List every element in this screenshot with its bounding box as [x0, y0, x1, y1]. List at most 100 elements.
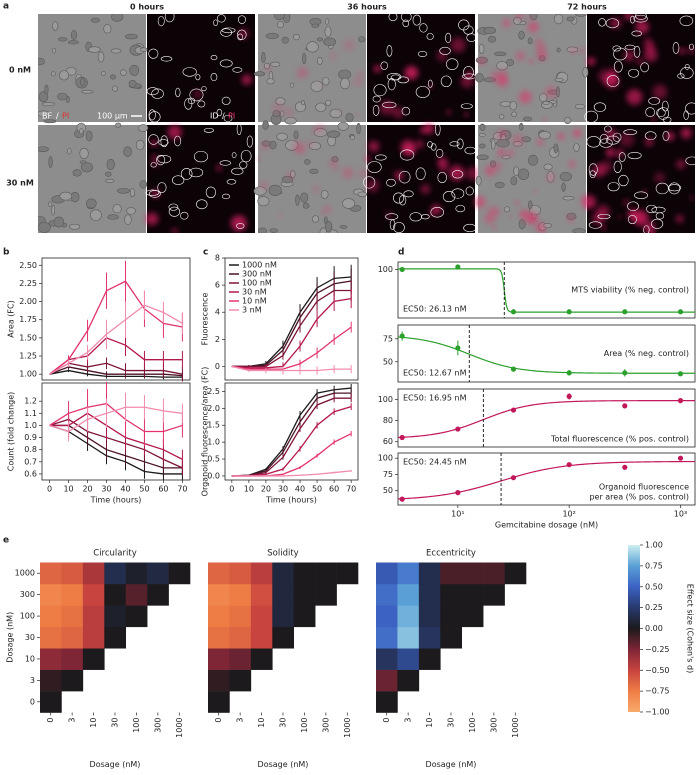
bf-cell: [112, 85, 118, 92]
heatmap-cell: [40, 605, 62, 628]
y-tick-label: 1.50: [19, 333, 37, 342]
bf-cell: [326, 130, 341, 138]
pi-glow-bf: [502, 18, 511, 28]
y-tick-label: 0.5: [207, 455, 220, 464]
data-point: [399, 434, 405, 441]
pi-glow-bf: [322, 205, 332, 214]
heatmap-cell: [272, 583, 295, 606]
pi-glow-bf: [296, 67, 308, 79]
id-outline: [463, 66, 474, 79]
id-outline: [427, 141, 433, 148]
id-outline: [613, 160, 622, 173]
id-outline: [449, 141, 460, 147]
data-point: [399, 333, 405, 339]
pi-glow-bf: [355, 112, 359, 117]
x-axis-label: Gemcitabine dosage (nM): [495, 521, 598, 530]
legend-label: 300 nM: [242, 270, 272, 279]
bf-cell: [309, 168, 319, 175]
pi-glow: [466, 166, 480, 181]
bf-cell: [48, 201, 53, 207]
y-tick-label: 50: [383, 357, 393, 366]
x-tick-label: 60: [329, 485, 339, 494]
pi-glow: [368, 140, 380, 153]
pi-glow-bf: [536, 49, 548, 61]
heatmap-cell: [61, 669, 84, 692]
heatmap-cell: [82, 605, 105, 628]
series-line: [231, 433, 352, 477]
bf-cell: [518, 30, 525, 40]
series-line: [49, 406, 183, 433]
y-axis-label: Count (fold change): [7, 392, 16, 472]
id-outline: [398, 195, 407, 206]
heatmap-cell: [125, 583, 148, 606]
bf-cell: [258, 227, 267, 233]
heatmap-cell: [208, 562, 230, 585]
pi-glow: [193, 90, 202, 98]
pi-glow-bf: [497, 149, 505, 157]
bf-cell: [501, 154, 511, 160]
x-axis-label: Time (hours): [265, 496, 317, 505]
heatmap-cell: [376, 648, 398, 670]
id-outline: [598, 18, 606, 27]
y-tick-label: 0.7: [24, 457, 37, 466]
bf-cell: [518, 122, 524, 131]
bf-cell: [276, 132, 288, 141]
pi-glow-bf: [319, 84, 324, 89]
id-outline: [399, 149, 415, 161]
pi-glow-bf: [535, 222, 545, 233]
heatmap-cell: [82, 562, 105, 585]
ec50-label: EC50: 12.67 nM: [403, 369, 467, 378]
pi-glow: [385, 211, 393, 219]
heatmap-cell: [293, 562, 316, 585]
bf-cell: [340, 77, 351, 90]
bf-cell: [265, 32, 279, 39]
id-outline: [597, 213, 611, 220]
fluorescence-image: [147, 125, 255, 233]
colorbar-tick-label: −0.50: [645, 666, 670, 675]
id-outline: [634, 191, 649, 200]
pi-glow-bf: [568, 160, 576, 168]
data-point: [677, 309, 684, 315]
panel-label: b: [3, 248, 10, 258]
row-title: 30 nM: [6, 179, 34, 188]
id-outline: [605, 18, 620, 29]
pi-glow-bf: [284, 107, 294, 118]
id-outline: [219, 160, 232, 166]
subplot-label: Total fluorescence (% pos. control): [550, 435, 689, 444]
bf-cell: [527, 154, 538, 166]
heatmap-cell: [40, 562, 62, 585]
bf-cell: [261, 52, 266, 63]
y-tick-label: 2.00: [19, 297, 37, 306]
series-line: [49, 362, 183, 375]
x-tick-label: 30: [278, 485, 288, 494]
x-tick-label: 20: [261, 485, 271, 494]
bf-cell: [79, 128, 84, 135]
heatmap-title: Solidity: [267, 549, 298, 559]
microscopy-grid: [38, 14, 695, 233]
bf-cell: [478, 43, 485, 54]
id-outline: [223, 114, 233, 122]
bf-cell: [105, 171, 112, 177]
heatmap-cell: [440, 626, 463, 649]
bf-cell: [325, 99, 332, 106]
id-outline: [439, 46, 451, 55]
id-outline: [205, 186, 216, 198]
series-line: [231, 406, 352, 477]
bf-cell: [38, 221, 51, 233]
pi-glow-bf: [295, 145, 305, 155]
heatmap-cell: [61, 605, 84, 628]
pi-glow-bf: [525, 211, 538, 225]
heatmap-cell: [397, 669, 420, 692]
heatmap-cell: [397, 583, 420, 606]
x-tick-label: 0: [382, 718, 391, 723]
x-tick-label: 1000: [175, 718, 184, 738]
pi-glow: [167, 125, 182, 140]
heatmap-cell: [208, 669, 230, 692]
id-outline: [401, 14, 412, 22]
id-outline: [463, 223, 477, 233]
bf-cell: [129, 188, 136, 198]
heatmap-cell: [229, 605, 252, 628]
bf-cell: [129, 64, 140, 76]
bf-cell: [51, 205, 56, 216]
id-outline: [375, 154, 387, 161]
